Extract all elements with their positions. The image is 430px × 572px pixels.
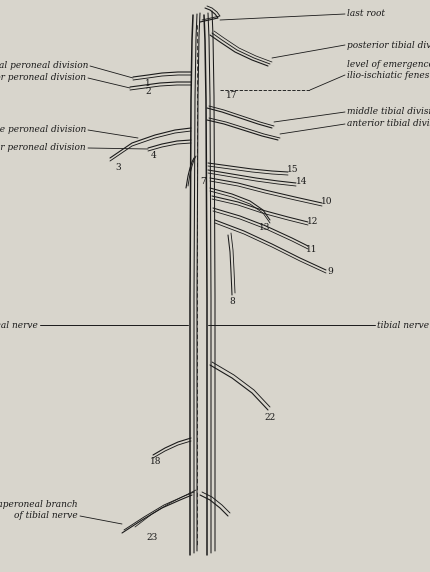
Text: 15: 15 <box>286 165 298 174</box>
Text: posterior tibial division: posterior tibial division <box>346 41 430 50</box>
Text: middle tibial division: middle tibial division <box>346 108 430 117</box>
Text: 23: 23 <box>146 534 157 542</box>
Text: tibial nerve: tibial nerve <box>376 320 428 329</box>
Text: dorsal peroneal division: dorsal peroneal division <box>0 62 88 70</box>
Text: paraperoneal branch
of tibial nerve: paraperoneal branch of tibial nerve <box>0 500 78 520</box>
Text: 4: 4 <box>151 150 157 160</box>
Text: last root: last root <box>346 10 384 18</box>
Text: middle peroneal division: middle peroneal division <box>0 125 86 134</box>
Text: 10: 10 <box>320 197 332 205</box>
Text: 14: 14 <box>295 177 307 185</box>
Text: 9: 9 <box>326 268 332 276</box>
Text: 2: 2 <box>145 88 150 97</box>
Text: posterior peroneal division: posterior peroneal division <box>0 144 86 153</box>
Text: 8: 8 <box>229 297 234 307</box>
Text: anterior peroneal division: anterior peroneal division <box>0 73 86 82</box>
Text: 12: 12 <box>307 217 318 227</box>
Text: 1: 1 <box>145 78 150 88</box>
Text: 3: 3 <box>115 164 120 173</box>
Text: 17: 17 <box>226 90 237 100</box>
Text: anterior tibial division: anterior tibial division <box>346 120 430 129</box>
Text: 7: 7 <box>200 177 206 186</box>
Text: 22: 22 <box>264 414 275 423</box>
Text: peroneal nerve: peroneal nerve <box>0 320 38 329</box>
Text: 13: 13 <box>259 224 270 232</box>
Text: 11: 11 <box>306 245 317 255</box>
Text: level of emergence from
ilio-ischiatic fenestra: level of emergence from ilio-ischiatic f… <box>346 60 430 80</box>
Text: 18: 18 <box>150 458 161 467</box>
